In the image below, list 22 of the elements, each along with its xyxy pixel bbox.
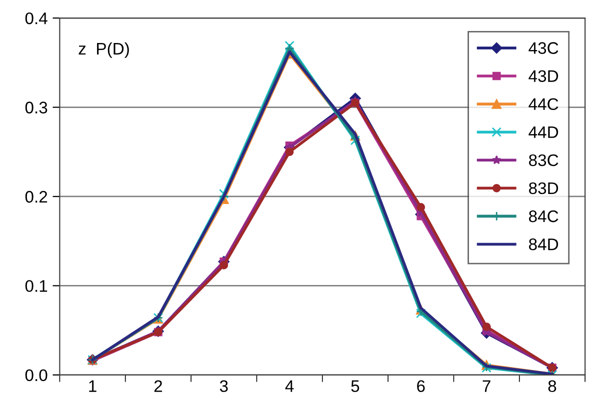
legend-label: 83D [528, 182, 558, 194]
y-tick-label: 0.0 [25, 369, 48, 382]
x-tick-label: 1 [89, 380, 96, 392]
legend-label: 43D [528, 70, 558, 82]
x-tick-label: 7 [482, 380, 490, 392]
legend-label: 84C [528, 210, 558, 222]
legend-label: 43C [528, 42, 558, 54]
y-tick-label: 0.1 [25, 280, 48, 292]
x-tick-label: 3 [220, 380, 228, 392]
legend-label: 83C [528, 154, 558, 166]
x-tick-label: 6 [417, 380, 425, 392]
y-tick-label: 0.3 [25, 102, 48, 114]
legend-label: 84D [528, 238, 558, 250]
legend-label: 44C [528, 98, 558, 110]
legend-label: 44D [528, 126, 558, 138]
y-tick-label: 0.2 [25, 190, 48, 203]
y-tick-label: 0.4 [25, 12, 48, 24]
x-tick-label: 8 [548, 380, 556, 392]
annotation: z P(D) [78, 42, 129, 58]
x-tick-label: 4 [285, 380, 294, 392]
x-tick-label: 5 [351, 380, 360, 392]
x-tick-label: 2 [154, 380, 162, 392]
